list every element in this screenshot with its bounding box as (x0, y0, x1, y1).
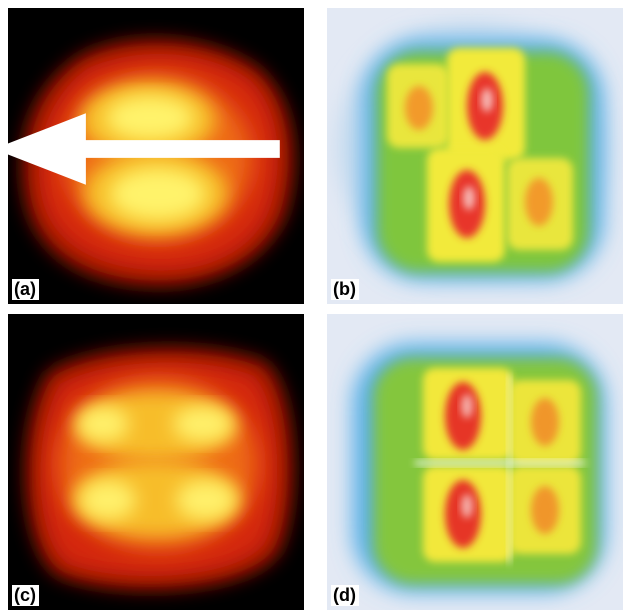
simulated-image-panel-b: (b) (327, 8, 623, 304)
simulated-image-d (327, 314, 623, 610)
simulated-image-panel-d: (d) (327, 314, 623, 610)
panel-label-a: (a) (12, 279, 39, 300)
panel-label-c: (c) (12, 585, 39, 606)
stm-image-a (8, 8, 304, 304)
stm-image-panel-c: (c) (8, 314, 304, 610)
left-arrow-icon (8, 113, 280, 185)
stm-image-panel-a: (a) [110] (8, 8, 304, 304)
panel-label-b: (b) (331, 279, 359, 300)
stm-image-c (8, 314, 304, 610)
panel-label-d: (d) (331, 585, 359, 606)
simulated-image-b (327, 8, 623, 304)
crystal-direction-indicator: [110] (8, 8, 290, 297)
